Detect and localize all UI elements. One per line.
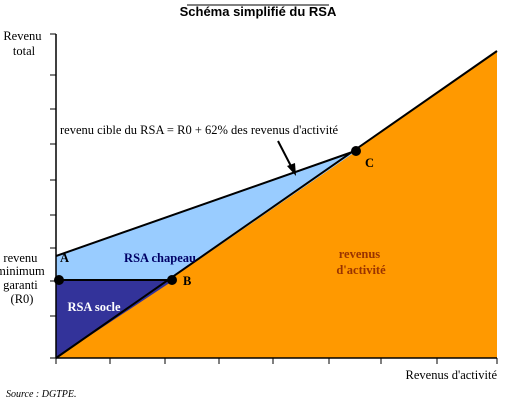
point-B [167, 275, 177, 285]
point-label-A: A [60, 251, 69, 265]
region-label-chapeau: RSA chapeau [124, 251, 196, 265]
y-ticks [50, 33, 56, 359]
diagonal-line [55, 50, 498, 359]
x-axis-label: Revenus d'activité [406, 368, 498, 382]
point-A [54, 275, 64, 285]
point-C [351, 146, 361, 156]
point-label-B: B [183, 274, 191, 288]
region-label-socle: RSA socle [67, 300, 121, 314]
region-label-activite: revenus d'activité [336, 247, 386, 277]
y-start-label: revenu minimum garanti (R0) [0, 251, 48, 306]
annotation-arrowhead [287, 163, 296, 176]
annotation-text: revenu cible du RSA = R0 + 62% des reven… [60, 123, 339, 137]
point-label-C: C [365, 156, 374, 170]
chart-title: Schéma simplifié du RSA [180, 4, 337, 19]
target-line [55, 149, 359, 257]
y-axis-label: Revenu total [3, 29, 44, 58]
x-ticks [55, 358, 498, 364]
source-note: Source : DGTPE. [6, 389, 76, 400]
